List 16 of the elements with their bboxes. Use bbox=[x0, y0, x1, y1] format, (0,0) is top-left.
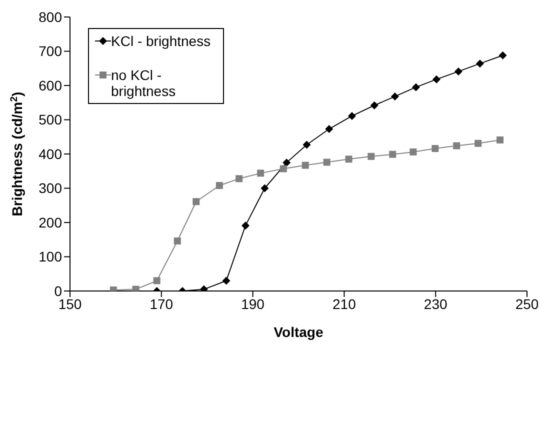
y-tick-label: 300 bbox=[38, 180, 62, 196]
y-tick-label: 600 bbox=[38, 77, 62, 94]
y-tick-label: 400 bbox=[38, 146, 62, 162]
x-tick-label: 190 bbox=[241, 296, 265, 312]
y-tick-label: 500 bbox=[38, 112, 62, 128]
x-axis-title: Voltage bbox=[274, 324, 324, 340]
legend-label: KCl - brightness bbox=[111, 33, 211, 49]
legend-label: no KCl - brightness bbox=[111, 67, 177, 99]
y-tick-label: 800 bbox=[38, 8, 62, 25]
y-tick-label: 200 bbox=[38, 214, 62, 230]
y-tick-label: 100 bbox=[38, 248, 62, 265]
y-tick-label: 700 bbox=[38, 43, 62, 60]
x-tick-label: 250 bbox=[515, 296, 539, 312]
x-tick-label: 170 bbox=[150, 296, 174, 312]
x-tick-label: 210 bbox=[332, 296, 356, 312]
x-tick-label: 230 bbox=[424, 296, 448, 312]
